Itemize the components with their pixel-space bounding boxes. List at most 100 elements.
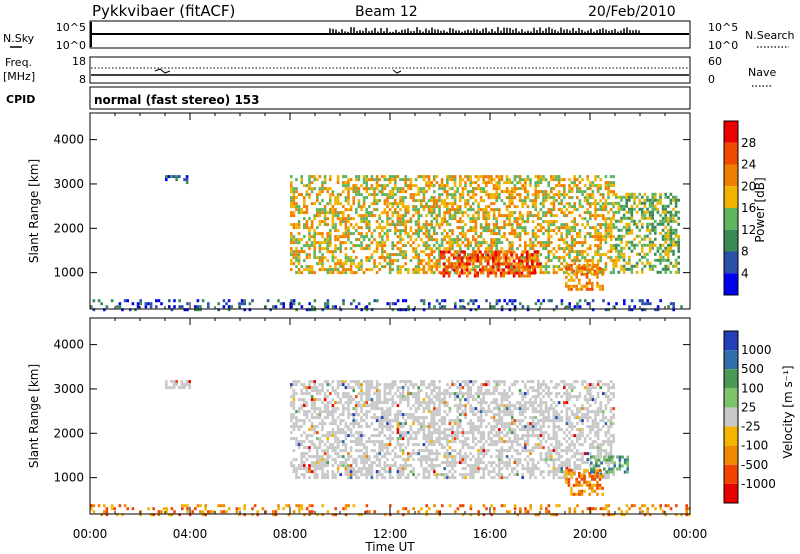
echo-cell xyxy=(505,208,509,212)
echo-cell xyxy=(323,181,327,185)
echo-cell xyxy=(433,271,436,275)
echo-cell xyxy=(628,225,631,229)
echo-cell xyxy=(456,404,459,408)
echo-cell xyxy=(373,443,376,447)
echo-cell xyxy=(455,271,459,275)
echo-cell xyxy=(441,305,444,309)
echo-cell xyxy=(443,422,446,426)
echo-cell xyxy=(456,452,459,456)
echo-cell xyxy=(417,398,420,402)
echo-cell xyxy=(500,235,504,239)
echo-cell xyxy=(492,226,496,230)
echo-cell xyxy=(510,271,513,275)
echo-cell xyxy=(433,190,436,194)
echo-cell xyxy=(438,428,441,432)
echo-cell xyxy=(499,274,503,278)
echo-cell xyxy=(672,213,675,217)
echo-cell xyxy=(446,205,449,209)
echo-cell xyxy=(381,229,384,233)
echo-cell xyxy=(355,395,358,399)
echo-cell xyxy=(326,449,329,453)
echo-cell xyxy=(430,253,433,257)
echo-cell xyxy=(511,247,514,251)
echo-cell xyxy=(446,476,449,480)
echo-cell xyxy=(461,443,465,447)
echo-cell xyxy=(435,452,439,456)
echo-cell xyxy=(469,419,472,423)
echo-cell xyxy=(300,419,303,423)
echo-cell xyxy=(313,217,316,221)
echo-cell xyxy=(290,250,293,254)
echo-cell xyxy=(318,383,322,387)
echo-cell xyxy=(487,461,491,465)
echo-cell xyxy=(357,440,361,444)
echo-cell xyxy=(534,187,537,191)
echo-cell xyxy=(513,190,517,194)
echo-cell xyxy=(482,410,485,414)
echo-cell xyxy=(557,229,561,233)
echo-cell xyxy=(531,205,535,209)
echo-cell xyxy=(476,259,479,263)
echo-cell xyxy=(503,214,506,218)
echo-cell xyxy=(425,214,428,218)
echo-cell xyxy=(362,175,366,179)
echo-cell xyxy=(409,193,413,197)
echo-cell xyxy=(347,181,350,185)
echo-cell xyxy=(520,265,524,269)
echo-cell xyxy=(450,265,453,269)
echo-cell xyxy=(599,208,602,212)
echo-cell xyxy=(570,259,574,263)
echo-cell xyxy=(596,250,600,254)
echo-cell xyxy=(472,446,475,450)
echo-cell xyxy=(417,428,420,432)
echo-cell xyxy=(347,395,350,399)
echo-cell xyxy=(388,259,392,263)
echo-cell xyxy=(401,392,405,396)
echo-cell xyxy=(344,401,348,405)
echo-cell xyxy=(347,229,350,233)
echo-cell xyxy=(355,187,358,191)
echo-cell xyxy=(404,476,407,480)
echo-cell xyxy=(323,464,327,468)
echo-cell xyxy=(427,452,431,456)
echo-cell xyxy=(485,190,488,194)
echo-cell xyxy=(557,184,561,188)
echo-cell xyxy=(321,428,324,432)
echo-cell xyxy=(303,196,306,200)
echo-cell xyxy=(494,253,498,257)
echo-cell xyxy=(448,410,452,414)
echo-cell xyxy=(469,175,472,179)
echo-cell xyxy=(443,473,446,477)
echo-cell xyxy=(542,211,545,215)
echo-cell xyxy=(388,253,392,257)
echo-cell xyxy=(401,470,405,474)
echo-cell xyxy=(453,193,457,197)
echo-cell xyxy=(383,211,387,215)
echo-cell xyxy=(183,383,186,387)
echo-cell xyxy=(433,473,436,477)
echo-cell xyxy=(490,250,493,254)
echo-cell xyxy=(628,228,631,232)
echo-cell xyxy=(591,256,595,260)
echo-cell xyxy=(477,211,480,215)
echo-cell xyxy=(508,401,511,405)
echo-cell xyxy=(464,467,467,471)
echo-cell xyxy=(295,437,298,441)
echo-cell xyxy=(674,231,678,235)
echo-cell xyxy=(648,246,652,250)
echo-cell xyxy=(365,470,368,474)
echo-cell xyxy=(430,211,433,215)
echo-cell xyxy=(438,395,441,399)
echo-cell xyxy=(459,407,462,411)
echo-cell xyxy=(381,190,384,194)
echo-cell xyxy=(373,440,376,444)
echo-cell xyxy=(310,434,314,438)
echo-cell xyxy=(518,461,522,465)
echo-cell xyxy=(492,419,496,423)
echo-cell xyxy=(570,229,574,233)
echo-cell xyxy=(370,407,374,411)
echo-cell xyxy=(383,461,387,465)
echo-cell xyxy=(308,428,311,432)
echo-cell xyxy=(347,235,350,239)
echo-cell xyxy=(505,205,509,209)
